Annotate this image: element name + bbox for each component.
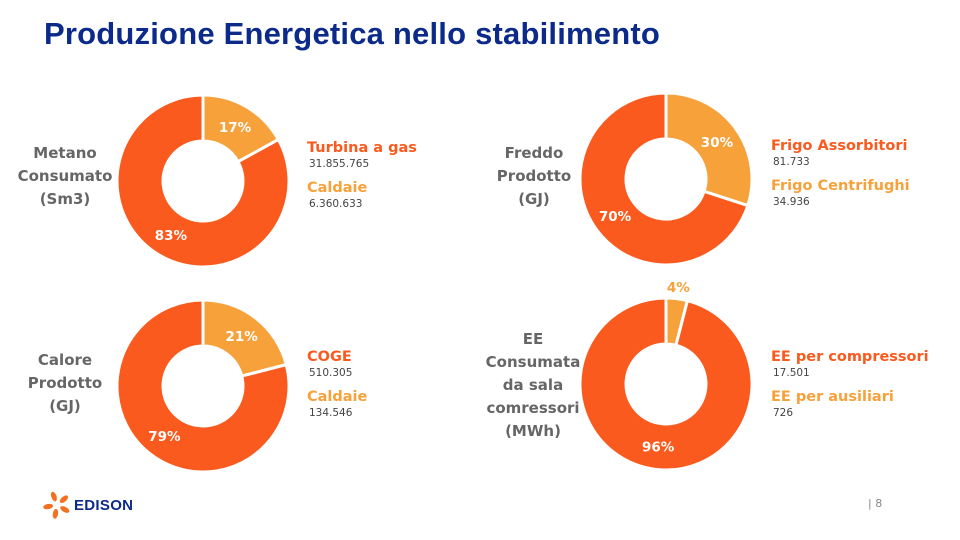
legend-freddo: Frigo Assorbitori 81.733 Frigo Centrifug… — [771, 137, 910, 217]
donut-slice — [578, 296, 754, 472]
logo-text: EDISON — [74, 496, 134, 514]
legend-name: Turbina a gas — [307, 140, 417, 156]
donut-chart-metano: 17% 83% — [115, 93, 291, 269]
legend-value: 31.855.765 — [309, 158, 370, 170]
chart-title-metano: Metano Consumato (Sm3) — [17, 144, 113, 208]
page-title: Produzione Energetica nello stabilimento — [44, 16, 661, 51]
donut-slice — [664, 91, 754, 208]
legend-value: 134.546 — [309, 407, 353, 419]
legend-name: EE per compressori — [771, 349, 929, 365]
legend-name: COGE — [307, 349, 352, 365]
legend-value: 6.360.633 — [309, 198, 363, 210]
chart-title-ee: EE Consumata da sala comressori (MWh) — [485, 330, 581, 440]
legend-ee: EE per compressori 17.501 EE per ausilia… — [771, 348, 929, 428]
edison-logo: EDISON — [42, 490, 133, 520]
legend-name: Frigo Centrifughi — [771, 178, 910, 194]
data-label: 83% — [155, 228, 188, 244]
donut-chart-freddo: 30% 70% — [578, 91, 754, 267]
chart-title-freddo: Freddo Prodotto (GJ) — [496, 144, 572, 208]
data-label: 17% — [219, 120, 252, 136]
data-label: 70% — [599, 209, 632, 225]
data-label: 4% — [667, 280, 690, 296]
donut-chart-calore: 21% 79% — [115, 298, 291, 474]
data-label: 30% — [701, 135, 734, 151]
legend-value: 510.305 — [309, 367, 353, 379]
legend-value: 17.501 — [773, 367, 810, 379]
legend-value: 34.936 — [773, 196, 810, 208]
legend-value: 726 — [773, 407, 794, 419]
page-number: | 8 — [868, 497, 883, 510]
data-label: 79% — [148, 429, 181, 445]
donut-chart-ee: 4% 96% — [578, 280, 754, 472]
data-label: 96% — [642, 440, 675, 456]
legend-name: EE per ausiliari — [771, 389, 894, 405]
donut-slice — [578, 91, 750, 267]
chart-title-calore: Calore Prodotto (GJ) — [27, 351, 103, 415]
legend-name: Caldaie — [307, 180, 368, 196]
edison-logo-icon — [43, 491, 70, 519]
legend-name: Frigo Assorbitori — [771, 138, 908, 154]
legend-metano: Turbina a gas 31.855.765 Caldaie 6.360.6… — [307, 139, 417, 219]
donut-slice — [115, 298, 291, 474]
donut-slice — [115, 93, 291, 269]
legend-value: 81.733 — [773, 156, 810, 168]
legend-name: Caldaie — [307, 389, 368, 405]
data-label: 21% — [225, 329, 258, 345]
legend-calore: COGE 510.305 Caldaie 134.546 — [307, 348, 367, 428]
